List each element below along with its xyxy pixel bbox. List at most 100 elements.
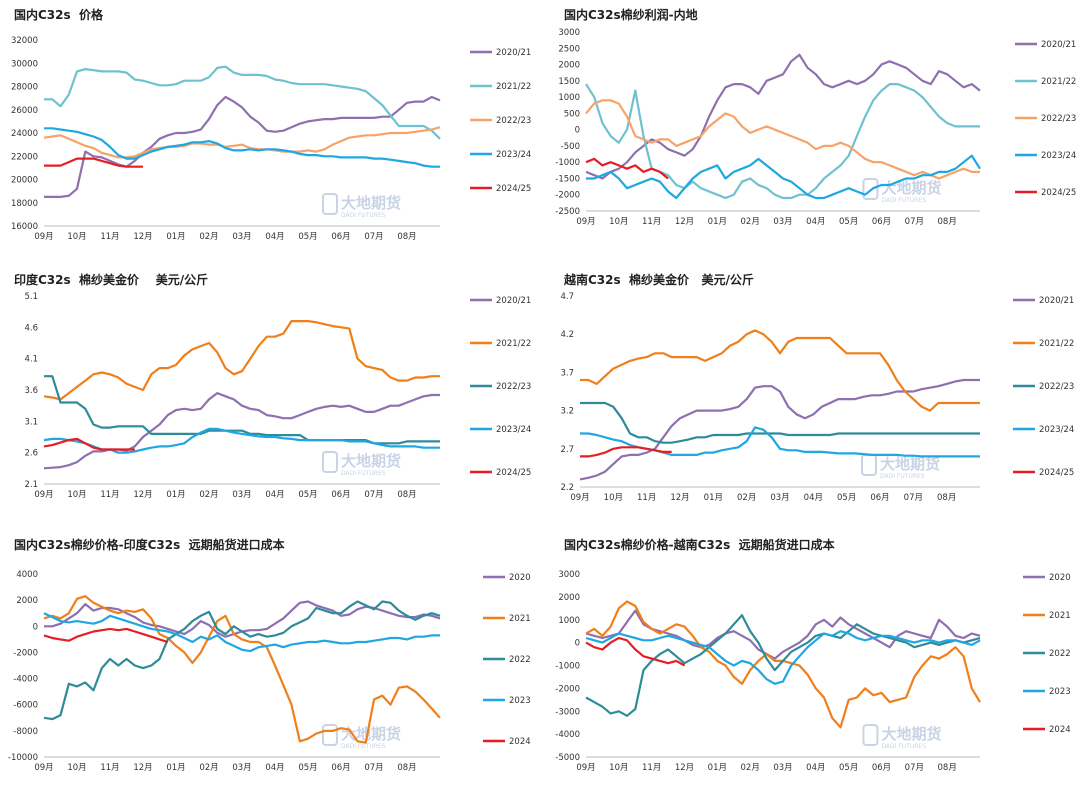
series-line-2020 <box>585 609 981 660</box>
y-tick-label: 0 <box>575 639 580 649</box>
x-tick-label: 11月 <box>100 232 119 242</box>
x-tick-label: 02月 <box>199 490 218 500</box>
series-line-2020-21 <box>585 53 981 180</box>
y-tick-label: 2000 <box>16 596 38 606</box>
x-tick-label: 11月 <box>637 493 656 503</box>
line-chart: 32000 30000 28000 26000 24000 22000 20000 18000… <box>11 36 531 242</box>
y-tick-label: 2.6 <box>24 449 38 459</box>
y-tick-label: 1000 <box>558 616 580 626</box>
x-tick-label: 02月 <box>741 763 760 773</box>
watermark-subtext: DADI FUTURES <box>880 473 925 480</box>
y-tick-label: -4000 <box>555 730 580 740</box>
series-line-2023 <box>43 612 440 653</box>
y-tick-label: -8000 <box>13 727 38 737</box>
chart-panel-vietnam-spread: 国内C32s棉纱价格-越南C32s 远期船货进口成本 3000 2000 1000 0… <box>540 530 1080 801</box>
legend-label: 2022/23 <box>1041 114 1076 124</box>
y-tick-label: 2.1 <box>24 480 38 490</box>
series-line-2023 <box>585 630 981 685</box>
y-tick-label: 24000 <box>11 129 38 139</box>
y-tick-label: 3.6 <box>24 386 38 396</box>
legend-label: 2022/23 <box>496 116 531 126</box>
x-tick-label: 06月 <box>331 232 350 242</box>
watermark-text: 大地期货 <box>341 725 401 743</box>
x-tick-label: 01月 <box>708 763 727 773</box>
x-tick-label: 08月 <box>938 763 957 773</box>
watermark-subtext: DADI FUTURES <box>881 743 926 750</box>
legend-label: 2021/22 <box>1039 339 1074 349</box>
x-tick-label: 03月 <box>232 232 251 242</box>
x-tick-label: 08月 <box>397 232 416 242</box>
watermark-subtext: DADI FUTURES <box>341 212 386 219</box>
legend-label: 2023/24 <box>496 150 531 160</box>
x-tick-label: 10月 <box>609 763 628 773</box>
series-line-2021 <box>43 595 441 744</box>
legend-label: 2024 <box>1049 725 1071 735</box>
x-tick-label: 05月 <box>837 493 856 503</box>
x-tick-label: 01月 <box>704 493 723 503</box>
chart-panel-domestic-price: 国内C32s 价格 32000 30000 28000 26000 24000 22000… <box>0 0 540 265</box>
y-tick-label: 32000 <box>11 36 38 46</box>
x-tick-label: 04月 <box>265 490 284 500</box>
series-line-2023-24 <box>580 426 980 458</box>
series-line-2021 <box>585 600 981 729</box>
series-line-2022-23 <box>585 99 980 180</box>
watermark-text: 大地期货 <box>341 452 401 470</box>
series-line-2024-25 <box>44 157 143 168</box>
x-tick-label: 03月 <box>773 763 792 773</box>
x-tick-label: 09月 <box>576 217 595 227</box>
y-tick-label: 28000 <box>11 83 38 93</box>
y-tick-label: 2500 <box>558 44 580 54</box>
x-tick-label: 06月 <box>870 493 889 503</box>
series-line-2024-25 <box>43 437 135 451</box>
legend-label: 2024/25 <box>496 184 531 194</box>
watermark-subtext: DADI FUTURES <box>881 197 926 204</box>
series-line-2021-22 <box>44 65 441 140</box>
series-line-2024 <box>585 636 686 667</box>
legend-label: 2022/23 <box>496 382 531 392</box>
y-tick-label: 2.2 <box>560 483 574 493</box>
x-tick-label: 04月 <box>265 232 284 242</box>
x-tick-label: 04月 <box>806 763 825 773</box>
series-line-2023-24 <box>586 154 981 200</box>
x-tick-label: 02月 <box>741 217 760 227</box>
series-line-2021-22 <box>43 319 440 401</box>
legend-label: 2022 <box>1049 649 1071 659</box>
watermark-logo-icon <box>862 178 879 200</box>
x-tick-label: 06月 <box>331 490 350 500</box>
y-tick-label: 4.2 <box>560 330 574 340</box>
legend-label: 2024/25 <box>496 468 531 478</box>
x-tick-label: 01月 <box>708 217 727 227</box>
series-line-2020-21 <box>579 378 980 481</box>
y-tick-label: 20000 <box>11 176 38 186</box>
y-tick-label: 3.2 <box>560 407 574 417</box>
chart-title: 国内C32s棉纱价格-越南C32s 远期船货进口成本 <box>564 538 835 552</box>
y-tick-label: 22000 <box>11 152 38 162</box>
x-tick-label: 07月 <box>364 763 383 773</box>
series-line-2024-25 <box>585 157 669 180</box>
watermark-logo-icon <box>321 193 338 215</box>
y-tick-label: -1000 <box>555 662 580 672</box>
y-tick-label: 5.1 <box>24 292 38 302</box>
watermark-text: 大地期货 <box>881 179 941 197</box>
legend-label: 2023/24 <box>1039 425 1074 435</box>
x-tick-label: 11月 <box>642 763 661 773</box>
chart-panel-india-spread: 国内C32s棉纱价格-印度C32s 远期船货进口成本 4000 2000 0 -200… <box>0 530 540 801</box>
legend-label: 2020/21 <box>1041 40 1076 50</box>
x-tick-label: 10月 <box>67 232 86 242</box>
legend-label: 2021/22 <box>496 339 531 349</box>
legend-label: 2021/22 <box>1041 77 1076 87</box>
x-tick-label: 01月 <box>166 232 185 242</box>
watermark-logo-icon <box>862 724 879 746</box>
x-tick-label: 07月 <box>905 763 924 773</box>
watermark-logo-icon <box>321 724 338 746</box>
x-tick-label: 10月 <box>67 490 86 500</box>
watermark-text: 大地期货 <box>880 455 940 473</box>
x-tick-label: 03月 <box>232 763 251 773</box>
x-tick-label: 11月 <box>642 217 661 227</box>
legend-label: 2020 <box>509 573 531 583</box>
legend-label: 2022 <box>509 655 531 665</box>
x-tick-label: 12月 <box>133 763 152 773</box>
x-tick-label: 03月 <box>232 490 251 500</box>
y-tick-label: -6000 <box>13 701 38 711</box>
